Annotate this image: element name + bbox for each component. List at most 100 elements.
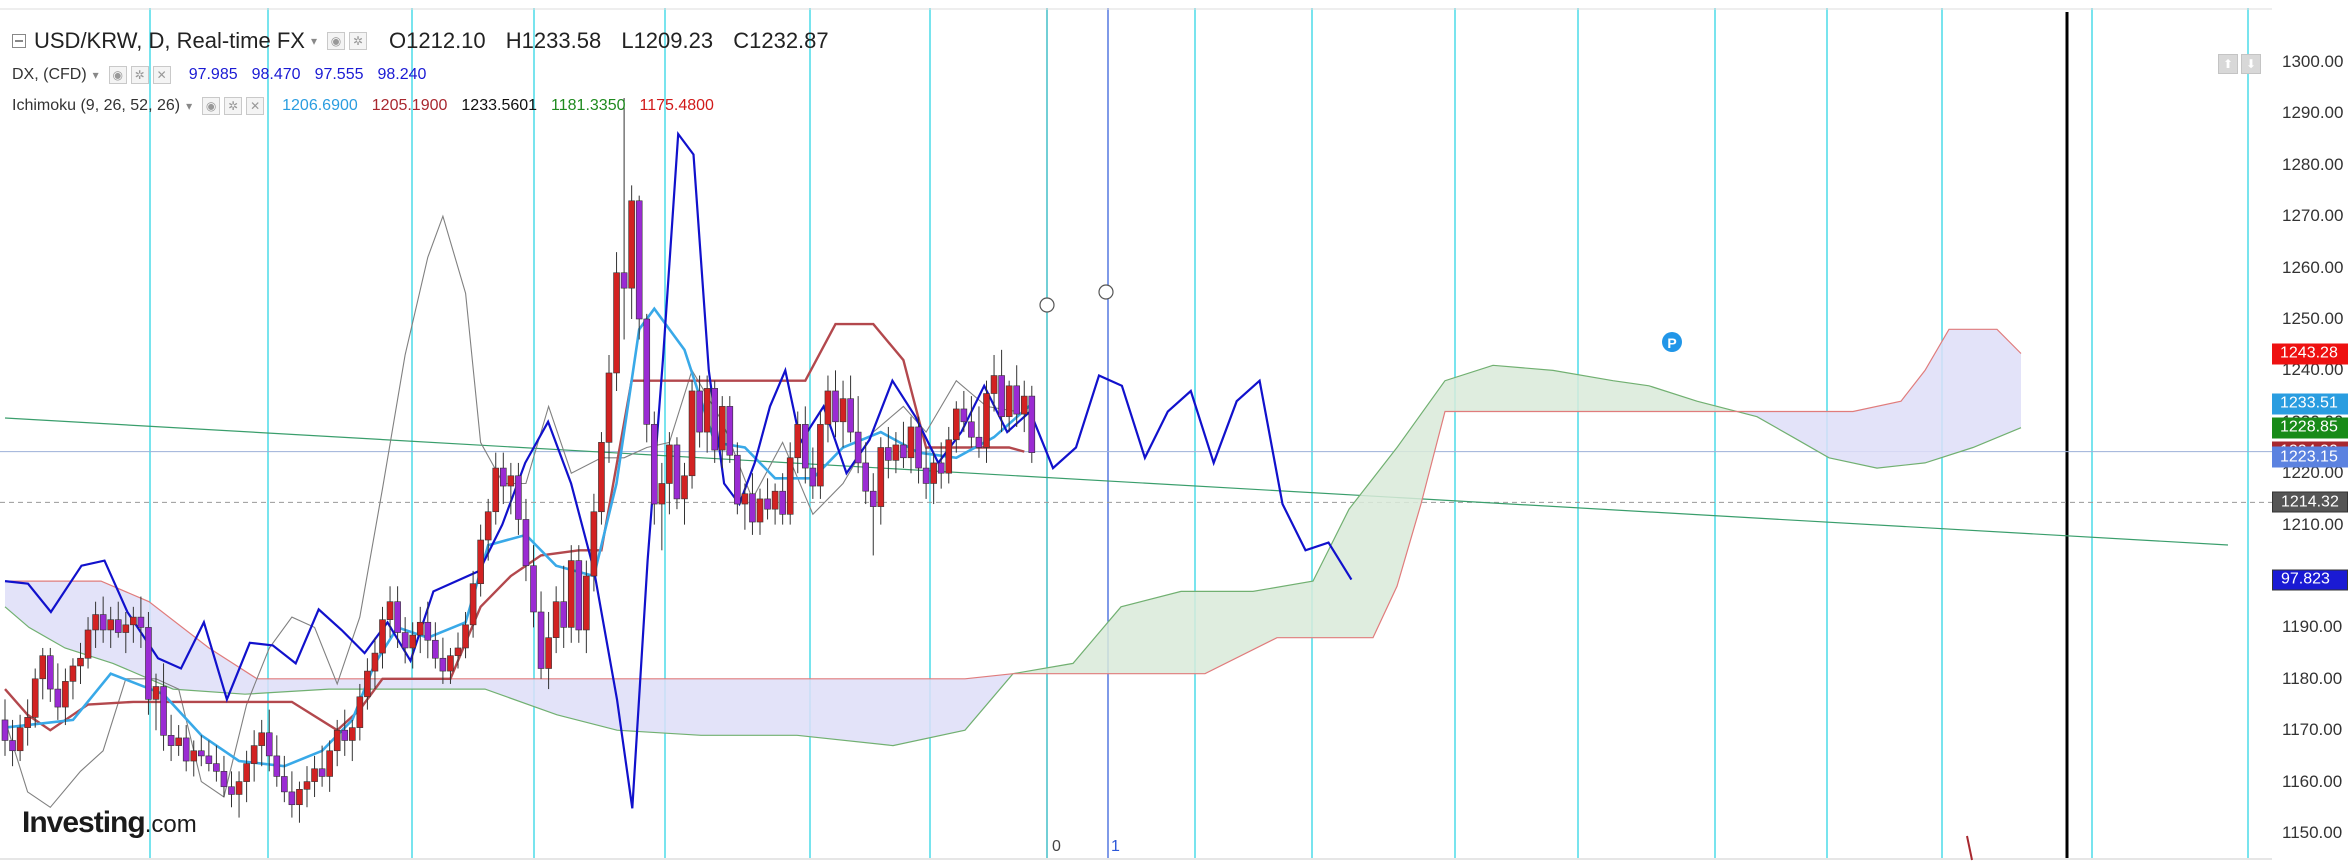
candle-body-40[interactable]: [303, 781, 311, 790]
indicator-row-1[interactable]: Ichimoku (9, 26, 52, 26) ▾ ◉ ✲ ✕ 1206.6900 120…: [12, 93, 843, 118]
candle-100[interactable]: [756, 488, 764, 535]
chevron-down-icon[interactable]: ▾: [92, 67, 99, 82]
candle-body-103[interactable]: [779, 490, 786, 515]
candle-body-69[interactable]: [522, 519, 530, 567]
candle-60[interactable]: [454, 632, 462, 669]
candle-0[interactable]: [1, 699, 9, 756]
candle-body-111[interactable]: [839, 398, 847, 423]
candle-body-47[interactable]: [356, 696, 364, 728]
candle-body-131[interactable]: [990, 375, 998, 394]
candle-64[interactable]: [484, 498, 492, 561]
candle-body-12[interactable]: [92, 614, 99, 631]
candle-14[interactable]: [107, 606, 114, 648]
candle-body-101[interactable]: [764, 498, 771, 510]
candle-24[interactable]: [182, 725, 190, 772]
candle-body-77[interactable]: [583, 575, 590, 631]
candle-95[interactable]: [718, 396, 726, 469]
candle-122[interactable]: [922, 447, 930, 499]
candle-body-41[interactable]: [311, 768, 318, 782]
candle-54[interactable]: [409, 622, 417, 669]
candle-body-98[interactable]: [741, 493, 749, 505]
candle-71[interactable]: [537, 591, 545, 679]
candle-body-35[interactable]: [265, 732, 273, 757]
candle-40[interactable]: [303, 766, 311, 808]
candle-28[interactable]: [213, 745, 220, 782]
candle-body-118[interactable]: [892, 444, 900, 461]
candle-32[interactable]: [243, 750, 250, 803]
candle-58[interactable]: [439, 637, 447, 684]
candle-body-79[interactable]: [598, 442, 605, 513]
candle-body-11[interactable]: [84, 629, 92, 659]
bar-marker-circle-0[interactable]: [1039, 297, 1055, 313]
candle-body-64[interactable]: [484, 511, 492, 541]
candle-body-48[interactable]: [364, 670, 371, 698]
candle-body-90[interactable]: [681, 475, 688, 500]
candle-129[interactable]: [975, 406, 983, 458]
candle-13[interactable]: [99, 596, 107, 643]
candle-body-46[interactable]: [348, 727, 356, 741]
candle-body-37[interactable]: [281, 776, 288, 793]
candle-25[interactable]: [190, 740, 198, 777]
candle-127[interactable]: [960, 390, 968, 433]
candle-body-102[interactable]: [771, 490, 779, 510]
candle-body-17[interactable]: [130, 616, 137, 626]
candle-body-18[interactable]: [137, 616, 145, 628]
candle-body-107[interactable]: [809, 467, 817, 487]
candle-body-44[interactable]: [333, 729, 341, 752]
candle-body-128[interactable]: [968, 421, 975, 438]
candle-body-31[interactable]: [235, 781, 243, 795]
candle-body-74[interactable]: [560, 601, 568, 628]
candle-body-19[interactable]: [145, 627, 152, 700]
candle-body-105[interactable]: [794, 424, 802, 459]
candle-body-2[interactable]: [16, 727, 24, 752]
candle-body-86[interactable]: [650, 424, 658, 505]
candle-body-133[interactable]: [1005, 385, 1013, 417]
candle-124[interactable]: [937, 442, 945, 489]
candle-body-83[interactable]: [628, 200, 635, 289]
candle-body-72[interactable]: [545, 637, 552, 669]
candle-body-108[interactable]: [817, 424, 824, 487]
candle-body-84[interactable]: [635, 200, 643, 320]
candle-126[interactable]: [952, 401, 960, 453]
candle-101[interactable]: [764, 478, 771, 520]
candle-body-100[interactable]: [756, 498, 764, 523]
candle-128[interactable]: [968, 396, 975, 448]
candle-81[interactable]: [613, 252, 620, 391]
candle-62[interactable]: [469, 570, 477, 638]
candle-body-57[interactable]: [432, 639, 439, 659]
candle-104[interactable]: [786, 442, 794, 525]
candle-51[interactable]: [386, 586, 394, 638]
candle-59[interactable]: [447, 647, 454, 684]
candle-61[interactable]: [462, 611, 469, 659]
candle-body-120[interactable]: [907, 426, 915, 459]
candle-body-132[interactable]: [998, 375, 1005, 417]
candle-body-116[interactable]: [877, 447, 885, 507]
candle-body-34[interactable]: [258, 732, 266, 746]
candle-109[interactable]: [824, 375, 832, 443]
candle-118[interactable]: [892, 432, 900, 474]
gear-icon[interactable]: ✲: [349, 32, 368, 50]
chevron-down-icon[interactable]: ▾: [310, 34, 318, 48]
eye-icon[interactable]: ◉: [202, 96, 221, 115]
candle-body-54[interactable]: [409, 634, 417, 649]
candle-130[interactable]: [983, 380, 990, 463]
candle-10[interactable]: [77, 642, 84, 684]
candle-125[interactable]: [945, 426, 953, 484]
candle-52[interactable]: [394, 586, 401, 648]
candle-55[interactable]: [416, 606, 424, 654]
candle-80[interactable]: [605, 354, 613, 463]
close-icon[interactable]: ✕: [246, 96, 265, 115]
candle-110[interactable]: [832, 370, 839, 438]
candle-body-21[interactable]: [160, 686, 167, 736]
candle-135[interactable]: [1020, 380, 1028, 433]
candle-body-14[interactable]: [107, 619, 114, 631]
candle-body-136[interactable]: [1028, 395, 1036, 453]
candle-body-76[interactable]: [575, 560, 583, 631]
candle-49[interactable]: [371, 637, 379, 690]
candle-18[interactable]: [137, 596, 145, 648]
candle-22[interactable]: [167, 714, 175, 762]
candle-body-7[interactable]: [54, 688, 62, 708]
candle-33[interactable]: [250, 730, 258, 782]
candle-34[interactable]: [258, 719, 266, 767]
